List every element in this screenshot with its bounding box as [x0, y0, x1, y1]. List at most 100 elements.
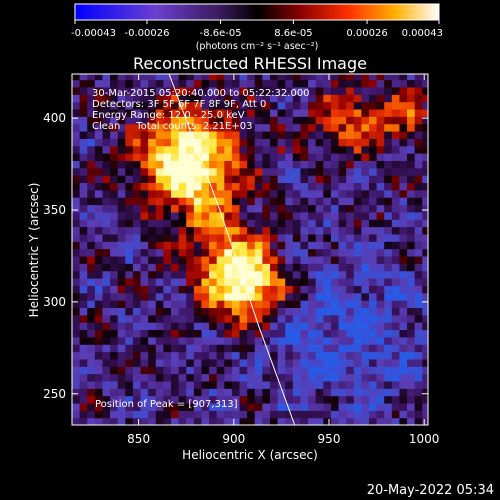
- heatmap-cell: [94, 197, 104, 206]
- heatmap-cell: [110, 410, 119, 419]
- heatmap-cell: [170, 116, 180, 125]
- heatmap-cell: [384, 336, 393, 345]
- heatmap-cell: [102, 233, 111, 242]
- heatmap-cell: [193, 145, 203, 154]
- heatmap-cell: [72, 314, 81, 323]
- heatmap-cell: [140, 130, 149, 139]
- heatmap-cell: [346, 292, 355, 301]
- heatmap-cell: [231, 197, 241, 206]
- heatmap-cell: [102, 380, 111, 389]
- heatmap-cell: [110, 380, 119, 389]
- heatmap-cell: [140, 101, 149, 110]
- heatmap-cell: [285, 182, 294, 191]
- heatmap-cell: [361, 248, 370, 257]
- heatmap-cell: [361, 263, 370, 272]
- heatmap-cell: [209, 204, 218, 213]
- heatmap-cell: [368, 233, 378, 242]
- heatmap-cell: [292, 285, 302, 294]
- heatmap-cell: [216, 204, 225, 213]
- heatmap-cell: [323, 86, 332, 95]
- heatmap-cell: [368, 351, 378, 360]
- heatmap-cell: [285, 167, 294, 176]
- heatmap-cell: [178, 248, 187, 257]
- heatmap-cell: [330, 116, 340, 125]
- heatmap-cell: [330, 255, 340, 264]
- heatmap-cell: [186, 167, 195, 176]
- heatmap-cell: [361, 94, 370, 103]
- heatmap-cell: [178, 86, 187, 95]
- heatmap-cell: [201, 358, 210, 367]
- heatmap-cell: [193, 410, 203, 419]
- heatmap-cell: [414, 358, 423, 367]
- heatmap-cell: [285, 417, 294, 425]
- heatmap-cell: [125, 197, 134, 206]
- heatmap-cell: [140, 366, 149, 375]
- heatmap-cell: [193, 79, 203, 88]
- heatmap-cell: [376, 130, 385, 139]
- heatmap-cell: [239, 204, 248, 213]
- heatmap-cell: [186, 395, 195, 404]
- heatmap-cell: [247, 94, 256, 103]
- heatmap-cell: [269, 402, 279, 411]
- heatmap-cell: [330, 123, 340, 132]
- heatmap-cell: [231, 138, 241, 147]
- heatmap-cell: [72, 175, 81, 184]
- heatmap-cell: [186, 380, 195, 389]
- heatmap-cell: [231, 167, 241, 176]
- heatmap-cell: [87, 160, 96, 169]
- heatmap-cell: [79, 182, 88, 191]
- heatmap-cell: [224, 336, 233, 345]
- heatmap-cell: [384, 322, 393, 331]
- heatmap-cell: [422, 153, 428, 161]
- heatmap-cell: [399, 366, 408, 375]
- heatmap-cell: [384, 314, 393, 323]
- heatmap-cell: [125, 307, 134, 316]
- heatmap-cell: [148, 241, 157, 250]
- heatmap-cell: [269, 130, 279, 139]
- heatmap-cell: [79, 255, 88, 264]
- heatmap-cell: [117, 395, 126, 404]
- heatmap-cell: [216, 123, 225, 132]
- heatmap-cell: [178, 380, 187, 389]
- heatmap-cell: [315, 219, 324, 228]
- heatmap-cell: [269, 101, 279, 110]
- heatmap-cell: [285, 160, 294, 169]
- heatmap-cell: [224, 344, 233, 353]
- heatmap-cell: [292, 314, 302, 323]
- heatmap-cell: [87, 101, 96, 110]
- heatmap-cell: [254, 300, 263, 308]
- heatmap-cell: [163, 167, 172, 176]
- heatmap-cell: [170, 138, 180, 147]
- heatmap-cell: [79, 153, 88, 161]
- heatmap-cell: [94, 263, 104, 272]
- colorbar-unit-label: (photons cm⁻² s⁻¹ asec⁻²): [196, 41, 319, 52]
- heatmap-cell: [376, 373, 385, 382]
- heatmap-cell: [247, 123, 256, 132]
- heatmap-cell: [308, 366, 317, 375]
- heatmap-cell: [262, 130, 271, 139]
- heatmap-cell: [132, 255, 142, 264]
- heatmap-cell: [368, 138, 378, 147]
- heatmap-cell: [414, 74, 423, 81]
- heatmap-cell: [231, 233, 241, 242]
- heatmap-cell: [361, 410, 370, 419]
- heatmap-cell: [277, 189, 286, 198]
- heatmap-cell: [110, 300, 119, 308]
- heatmap-cell: [308, 86, 317, 95]
- heatmap-cell: [216, 329, 225, 338]
- heatmap-cell: [300, 388, 309, 397]
- heatmap-cell: [132, 380, 142, 389]
- heatmap-cell: [231, 351, 241, 360]
- heatmap-cell: [308, 108, 317, 117]
- heatmap-cell: [110, 248, 119, 257]
- heatmap-cell: [384, 108, 393, 117]
- heatmap-cell: [209, 138, 218, 147]
- heatmap-cell: [269, 300, 279, 308]
- heatmap-cell: [399, 189, 408, 198]
- heatmap-cell: [254, 86, 263, 95]
- heatmap-cell: [224, 204, 233, 213]
- heatmap-cell: [391, 248, 401, 257]
- heatmap-cell: [216, 189, 225, 198]
- heatmap-cell: [330, 263, 340, 272]
- heatmap-cell: [376, 123, 385, 132]
